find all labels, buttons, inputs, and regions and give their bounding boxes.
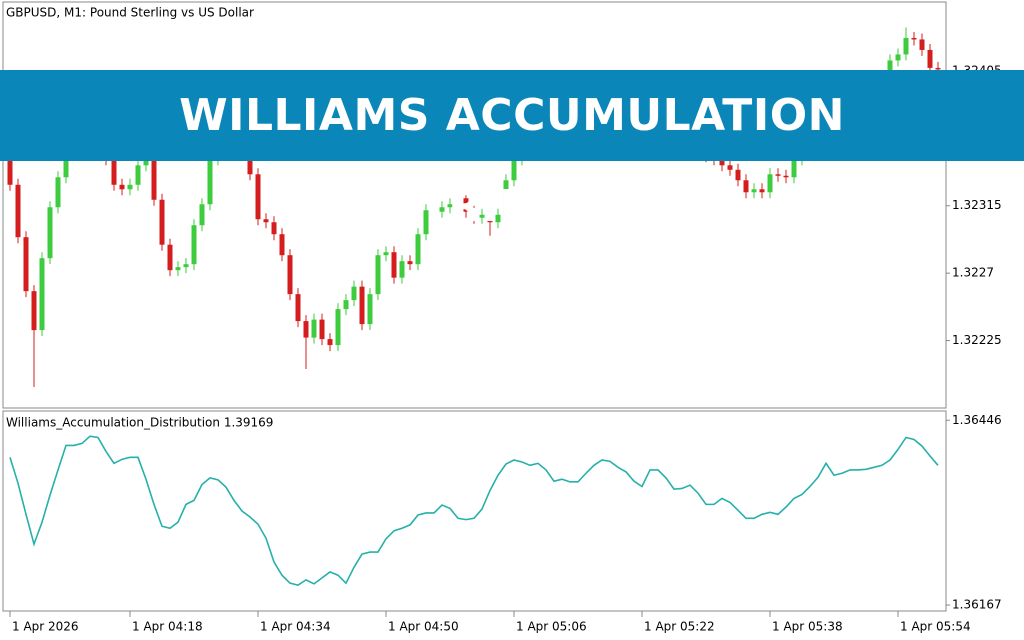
candle-body (151, 159, 157, 200)
candle-body (751, 189, 757, 193)
candle-body (447, 204, 453, 208)
candle-body (271, 222, 277, 235)
candle-body (319, 319, 325, 340)
candle-body (47, 207, 53, 259)
candle-body (423, 210, 429, 235)
candle-body (55, 177, 61, 208)
indicator-line (9, 435, 939, 587)
y-tick-label: 1.3227 (952, 266, 994, 280)
candle-body (415, 234, 421, 265)
candle-body (311, 319, 317, 338)
candle-body (255, 174, 261, 220)
banner: WILLIAMS ACCUMULATION DISTRIBUTION (0, 70, 1024, 232)
y-tick-label: 1.32315 (952, 198, 1002, 212)
x-tick-label: 1 Apr 04:34 (260, 620, 331, 634)
candle-body (263, 219, 269, 223)
candle-body (775, 174, 781, 176)
candle-body (15, 184, 21, 238)
candle-body (247, 150, 253, 175)
indicator-pane (2, 410, 947, 612)
candle-body (455, 198, 461, 205)
x-tick-label: 1 Apr 05:06 (516, 620, 587, 634)
candle-body (279, 234, 285, 256)
indicator-title: Williams_Accumulation_Distribution 1.391… (6, 416, 273, 430)
candle-body (351, 286, 357, 301)
candle-body (727, 165, 733, 170)
candle-body (431, 210, 437, 212)
candle-body (367, 294, 373, 325)
candle-body (767, 174, 773, 193)
candle-body (327, 339, 333, 346)
candle-body (735, 169, 741, 181)
candle-body (759, 189, 765, 193)
candle-body (391, 252, 397, 278)
candle-body (463, 198, 469, 212)
candle-body (399, 261, 405, 278)
candle-body (183, 264, 189, 268)
candle-body (919, 39, 925, 50)
candle-body (479, 214, 485, 218)
candle-body (343, 300, 349, 310)
candle-body (935, 67, 941, 70)
candle-body (783, 175, 789, 178)
candle-body (927, 49, 933, 68)
candle-body (167, 244, 173, 271)
candle-body (207, 159, 213, 205)
candle-body (31, 291, 37, 331)
candle-body (287, 255, 293, 295)
candle-body (895, 54, 901, 61)
candle-body (439, 207, 445, 212)
candle-body (487, 214, 493, 223)
candle-body (375, 255, 381, 295)
candle-body (791, 159, 797, 178)
x-tick-label: 1 Apr 2026 (12, 620, 79, 634)
x-tick-label: 1 Apr 04:50 (388, 620, 459, 634)
candle-body (295, 294, 301, 322)
chart-title: GBPUSD, M1: Pound Sterling vs US Dollar (6, 6, 254, 20)
y-tick-label: 1.32225 (952, 333, 1002, 347)
candle-body (127, 184, 133, 190)
candle-body (719, 159, 725, 166)
x-tick-label: 1 Apr 05:22 (644, 620, 715, 634)
candle-body (175, 267, 181, 271)
y-tick-label: 1.36446 (952, 413, 1002, 427)
candle-body (359, 286, 365, 325)
x-tick-label: 1 Apr 05:54 (900, 620, 971, 634)
candle-body (191, 225, 197, 265)
candle-body (39, 258, 45, 331)
x-tick-label: 1 Apr 05:38 (772, 620, 843, 634)
candle-body (143, 159, 149, 166)
candle-body (111, 159, 117, 185)
y-tick-label: 1.36167 (952, 598, 1002, 612)
candle-body (7, 150, 13, 185)
candle-body (911, 37, 917, 40)
candle-body (511, 159, 517, 181)
candle-body (303, 321, 309, 338)
candle-body (63, 150, 69, 178)
candle-body (903, 37, 909, 55)
candle-body (159, 199, 165, 245)
candle-body (135, 165, 141, 185)
candle-body (495, 214, 501, 223)
candle-body (743, 180, 749, 193)
candle-body (23, 237, 29, 292)
candle-body (335, 309, 341, 346)
candle-body (407, 261, 413, 265)
candle-body (119, 184, 125, 190)
candle-body (199, 204, 205, 226)
candle-body (471, 211, 477, 218)
candle-body (383, 252, 389, 256)
candle-body (503, 180, 509, 215)
x-tick-label: 1 Apr 04:18 (132, 620, 203, 634)
